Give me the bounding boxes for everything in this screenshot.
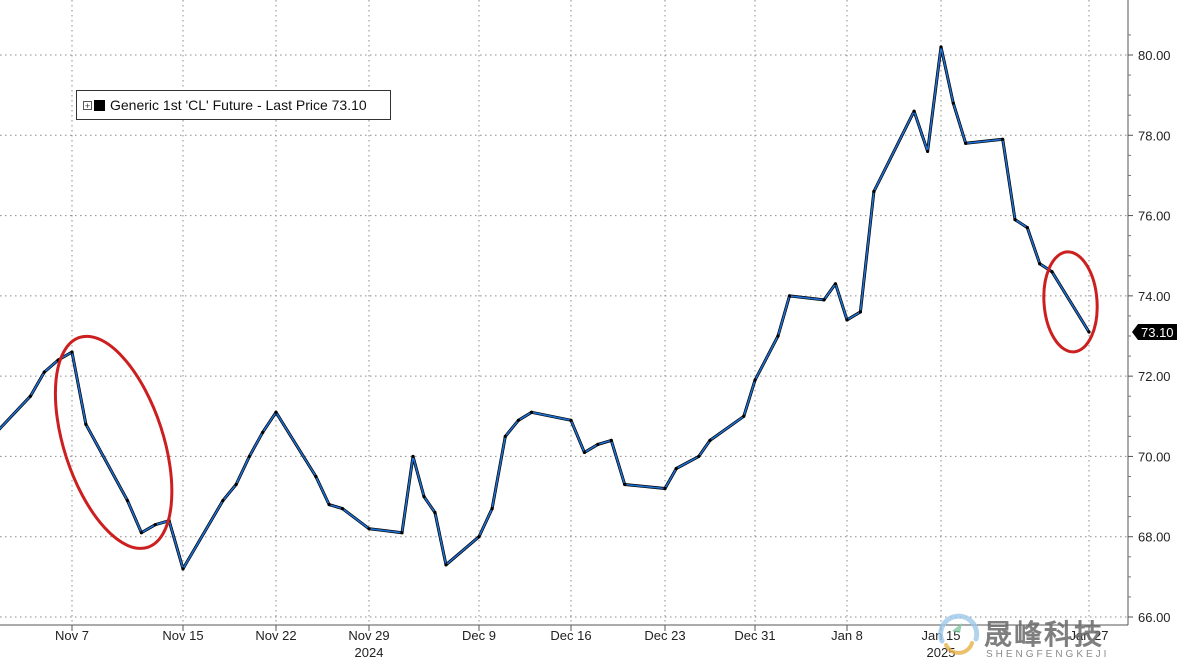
y-tick-label: 70.00 — [1138, 449, 1171, 464]
data-point — [1050, 270, 1054, 274]
data-point — [274, 410, 278, 414]
data-point — [964, 141, 968, 145]
data-point — [822, 298, 826, 302]
watermark: 晟峰科技 SHENGFENGKEJI — [928, 605, 1168, 661]
data-point — [28, 394, 32, 398]
data-point — [596, 442, 600, 446]
data-point — [582, 450, 587, 455]
data-point — [569, 418, 573, 422]
data-point — [708, 438, 712, 442]
series-layer — [0, 45, 1091, 571]
data-point — [125, 498, 130, 503]
y-tick-label: 72.00 — [1138, 369, 1171, 384]
legend-series-swatch — [94, 99, 105, 111]
x-tick-label: Nov 29 — [348, 628, 389, 643]
series-line-shadow — [0, 45, 1091, 571]
x-tick-label: Dec 23 — [644, 628, 685, 643]
data-point — [663, 486, 667, 491]
data-point — [697, 454, 701, 459]
data-point — [84, 422, 88, 426]
data-point — [340, 507, 345, 511]
data-point — [400, 531, 404, 535]
data-point — [1087, 330, 1091, 334]
x-tick-label: Dec 16 — [550, 628, 591, 643]
data-point — [247, 454, 252, 459]
data-point — [314, 474, 318, 479]
data-point — [261, 430, 265, 434]
x-tick-label: Jan 8 — [831, 628, 863, 643]
x-year-label: 2024 — [355, 645, 384, 660]
data-point — [872, 189, 876, 194]
data-point — [221, 498, 225, 503]
x-tick-label: Dec 9 — [462, 628, 496, 643]
data-point — [753, 378, 757, 382]
data-point — [858, 310, 863, 314]
legend: + Generic 1st 'CL' Future - Last Price 7… — [76, 90, 391, 120]
data-point — [1038, 262, 1042, 266]
data-point — [912, 109, 916, 113]
data-point — [477, 535, 481, 539]
data-point — [490, 507, 494, 511]
x-tick-label: Dec 31 — [734, 628, 775, 643]
legend-expand-icon[interactable]: + — [83, 100, 92, 111]
y-tick-label: 74.00 — [1138, 289, 1171, 304]
data-point — [674, 466, 678, 471]
series-line — [0, 46, 1090, 570]
data-point — [951, 101, 955, 105]
x-tick-label: Jan 27 — [1069, 628, 1108, 643]
y-tick-label: 80.00 — [1138, 48, 1171, 63]
data-point — [367, 527, 371, 531]
x-tick-label: Nov 22 — [255, 628, 296, 643]
x-tick-label: Nov 7 — [55, 628, 89, 643]
data-point — [529, 410, 534, 414]
data-point — [153, 523, 157, 527]
watermark-logo-icon — [938, 613, 980, 655]
data-point — [1001, 137, 1005, 141]
data-point — [433, 511, 437, 515]
legend-label: Generic 1st 'CL' Future - Last Price 73.… — [110, 97, 367, 113]
watermark-title: 晟峰科技 — [984, 618, 1105, 651]
data-point — [411, 454, 415, 459]
data-point — [623, 482, 627, 487]
data-point — [139, 531, 143, 535]
data-point — [925, 149, 930, 153]
data-point — [503, 434, 507, 438]
data-point — [444, 563, 448, 567]
y-tick-label: 68.00 — [1138, 530, 1171, 545]
data-point — [939, 45, 943, 49]
annotation-layer — [53, 250, 1099, 550]
data-point — [327, 503, 331, 507]
data-point — [1013, 217, 1017, 222]
data-point — [609, 438, 613, 442]
data-point — [181, 567, 185, 571]
data-point — [742, 414, 746, 418]
data-point — [516, 418, 521, 422]
data-point — [776, 334, 780, 338]
data-point — [70, 350, 74, 354]
highlight-ellipse — [53, 334, 174, 550]
y-tick-label: 66.00 — [1138, 610, 1171, 625]
x-tick-label: Nov 15 — [162, 628, 203, 643]
last-price-label: 73.10 — [1141, 325, 1174, 340]
data-point — [42, 370, 46, 374]
y-tick-label: 78.00 — [1138, 128, 1171, 143]
watermark-subtitle: SHENGFENGKEJI — [986, 649, 1110, 660]
y-tick-label: 76.00 — [1138, 209, 1171, 224]
data-point — [833, 282, 838, 286]
data-point — [1025, 226, 1029, 230]
data-point — [422, 494, 426, 499]
data-point — [234, 482, 238, 487]
data-point — [845, 318, 849, 322]
highlight-ellipse — [1042, 250, 1099, 354]
data-point — [787, 294, 792, 298]
last-price-marker — [1132, 323, 1177, 340]
